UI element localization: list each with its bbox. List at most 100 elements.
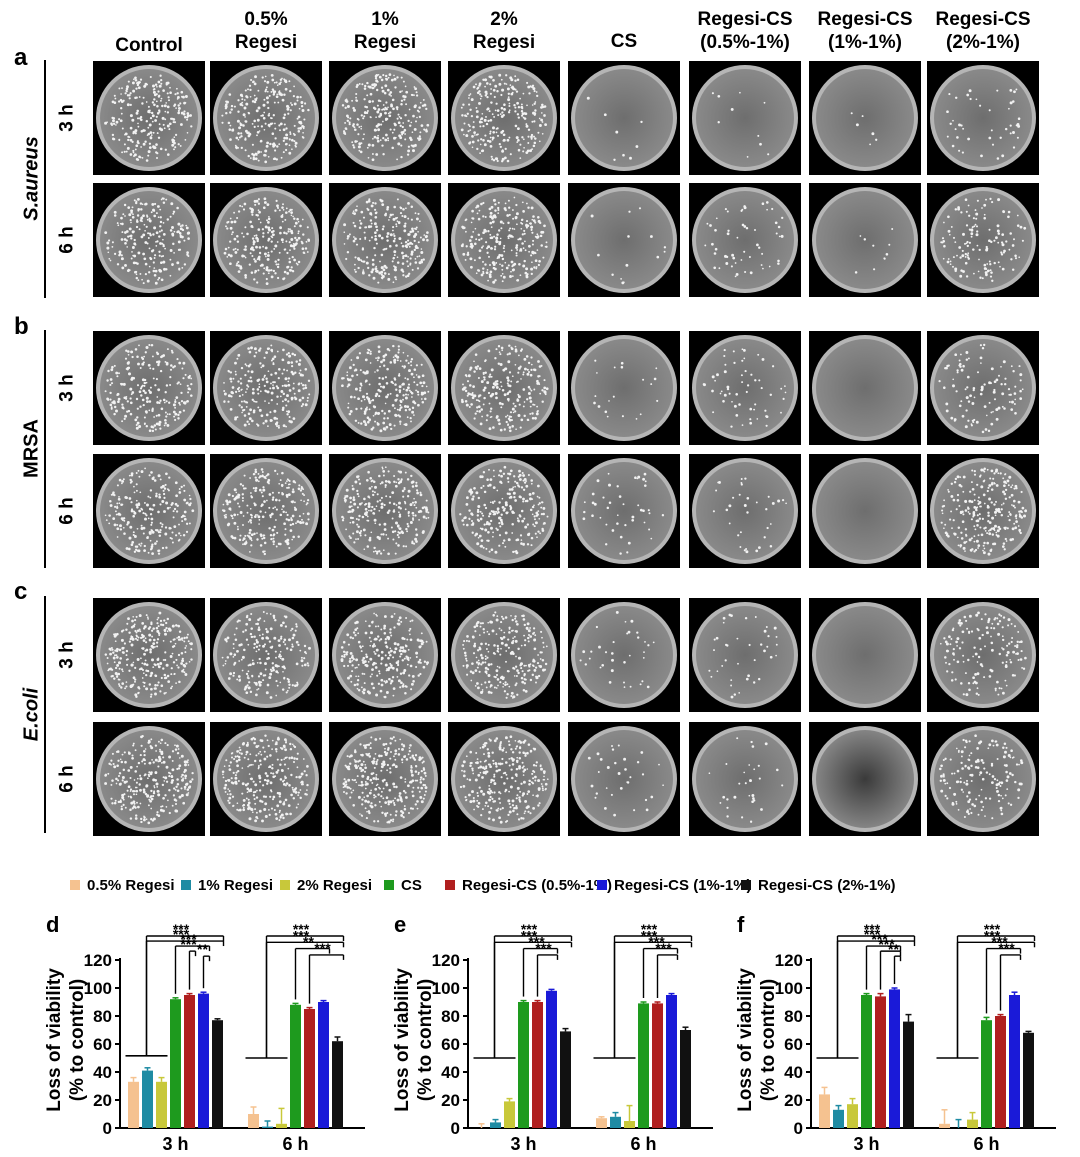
x-tick-label: 3 h <box>162 1134 188 1154</box>
column-header: Regesi-CS (0.5%-1%) <box>679 8 811 54</box>
y-tick-label: 100 <box>432 979 460 998</box>
agar-plate-image <box>93 722 205 836</box>
bar <box>981 1020 992 1128</box>
legend-item: CS <box>384 877 422 894</box>
y-axis-label: Loss of viability <box>735 968 756 1112</box>
agar-plate-image <box>210 598 322 712</box>
sig-label: ** <box>197 941 208 957</box>
agar-plate-image <box>568 61 680 175</box>
bar <box>995 1016 1006 1128</box>
agar-plate-image <box>448 183 560 297</box>
agar-plate-image <box>689 331 801 445</box>
agar-plate-image <box>689 598 801 712</box>
time-label: 6 h <box>57 765 79 792</box>
y-tick-label: 40 <box>784 1063 803 1082</box>
legend-swatch <box>384 880 394 890</box>
bar <box>638 1003 649 1128</box>
legend-label: 2% Regesi <box>297 877 372 894</box>
x-tick-label: 6 h <box>282 1134 308 1154</box>
time-label: 6 h <box>57 226 79 253</box>
y-axis-label: Loss of viability <box>392 968 413 1112</box>
legend-item: 2% Regesi <box>280 877 372 894</box>
bar <box>332 1041 343 1128</box>
y-tick-label: 60 <box>441 1035 460 1054</box>
agar-plate-image <box>568 454 680 568</box>
agar-plate-image <box>448 61 560 175</box>
sig-label: *** <box>314 940 331 956</box>
column-header: Regesi-CS (2%-1%) <box>917 8 1049 54</box>
agar-plate-image <box>329 61 441 175</box>
y-tick-label: 60 <box>93 1035 112 1054</box>
time-label: 3 h <box>57 104 79 131</box>
panel-letter: b <box>14 313 29 341</box>
agar-plate-image <box>927 722 1039 836</box>
legend-item: 1% Regesi <box>181 877 273 894</box>
organism-label: MRSA <box>21 389 44 509</box>
agar-plate-image <box>689 61 801 175</box>
agar-plate-image <box>689 722 801 836</box>
bar <box>170 999 181 1128</box>
agar-plate-image <box>329 454 441 568</box>
agar-plate-image <box>448 454 560 568</box>
y-tick-label: 20 <box>93 1091 112 1110</box>
column-header: CS <box>558 30 690 53</box>
y-tick-label: 100 <box>775 979 803 998</box>
agar-plate-image <box>93 61 205 175</box>
legend-label: Regesi-CS (2%-1%) <box>758 877 896 894</box>
y-tick-label: 40 <box>93 1063 112 1082</box>
y-tick-label: 80 <box>441 1007 460 1026</box>
legend-item: Regesi-CS (1%-1%) <box>597 877 752 894</box>
agar-plate-image <box>329 331 441 445</box>
legend-item: 0.5% Regesi <box>70 877 175 894</box>
bar <box>128 1082 139 1128</box>
bar <box>212 1020 223 1128</box>
agar-plate-image <box>568 183 680 297</box>
agar-plate-image <box>448 722 560 836</box>
legend-swatch <box>181 880 191 890</box>
bar <box>532 1002 543 1128</box>
column-header: Regesi-CS (1%-1%) <box>799 8 931 54</box>
agar-plate-image <box>568 722 680 836</box>
agar-plate-image <box>329 183 441 297</box>
bar <box>518 1002 529 1128</box>
bar <box>903 1022 914 1128</box>
agar-plate-image <box>809 454 921 568</box>
panel-letter: a <box>14 44 27 72</box>
bar <box>304 1009 315 1128</box>
bar <box>142 1071 153 1128</box>
bar <box>248 1114 259 1128</box>
organism-label: E.coli <box>21 654 44 774</box>
agar-plate-image <box>448 331 560 445</box>
bar <box>1023 1033 1034 1128</box>
legend-swatch <box>70 880 80 890</box>
agar-plate-image <box>809 61 921 175</box>
y-tick-label: 80 <box>93 1007 112 1026</box>
agar-plate-image <box>210 454 322 568</box>
bar <box>833 1110 844 1128</box>
organism-label: S.aureus <box>21 119 44 239</box>
bar <box>546 991 557 1128</box>
legend-label: CS <box>401 877 422 894</box>
y-tick-label: 120 <box>84 951 112 970</box>
y-tick-label: 80 <box>784 1007 803 1026</box>
y-tick-label: 60 <box>784 1035 803 1054</box>
chart-panel-letter: e <box>394 912 406 937</box>
agar-plate-image <box>210 183 322 297</box>
x-tick-label: 3 h <box>853 1134 879 1154</box>
bar <box>610 1117 621 1128</box>
x-tick-label: 6 h <box>630 1134 656 1154</box>
bar <box>847 1104 858 1128</box>
legend-swatch <box>280 880 290 890</box>
agar-plate-image <box>689 454 801 568</box>
agar-plate-image <box>689 183 801 297</box>
sig-label: *** <box>655 940 672 956</box>
agar-plate-image <box>568 598 680 712</box>
bar <box>875 996 886 1128</box>
chart-panel-letter: f <box>737 912 745 937</box>
legend-swatch <box>597 880 607 890</box>
agar-plate-image <box>448 598 560 712</box>
